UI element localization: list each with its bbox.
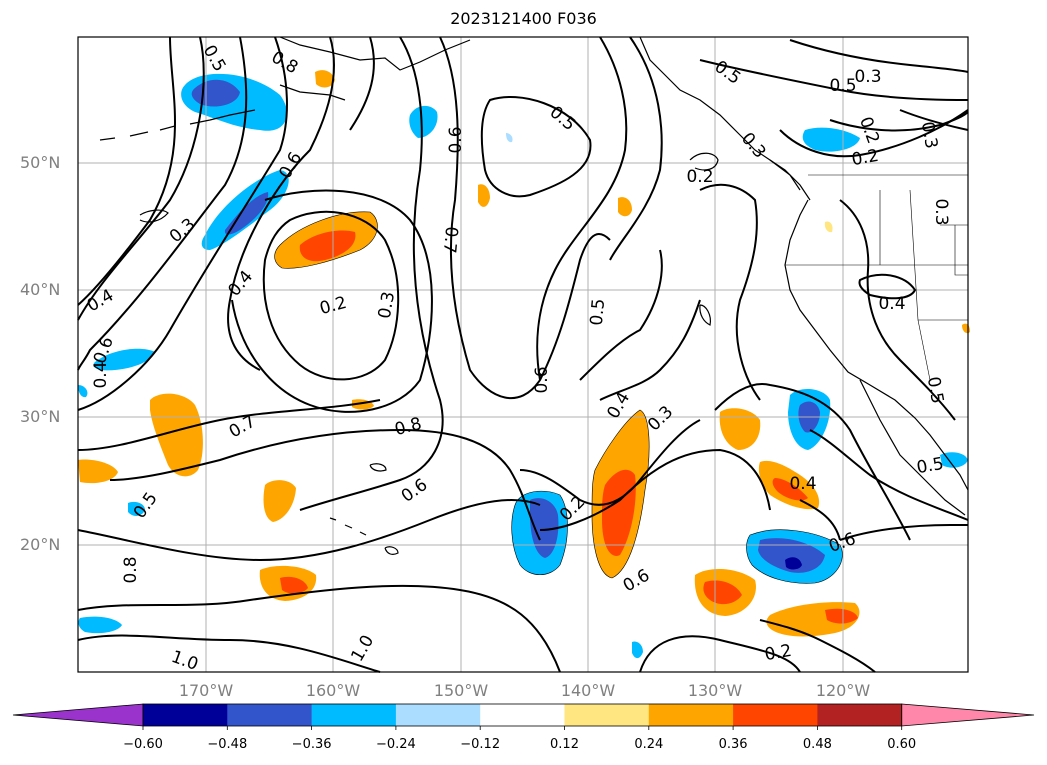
contour-label: 0.4: [224, 267, 257, 301]
contour-label: 0.6: [446, 126, 466, 153]
contour-label: 0.3: [917, 120, 941, 150]
contour-label: 1.0: [169, 647, 201, 675]
contour-label: 0.4: [789, 474, 816, 494]
borders: [785, 174, 968, 381]
map-title: 2023121400 F036: [450, 9, 597, 28]
contour-label: 0.8: [268, 47, 301, 78]
contour-label: 0.6: [532, 366, 552, 393]
colorbar-tick-label: 0.12: [550, 737, 579, 752]
colorbar-segment: [648, 704, 734, 726]
contour-label: 0.5: [130, 489, 162, 523]
lat-label-50n: 50°N: [20, 153, 61, 172]
contour-label: 0.5: [711, 57, 745, 89]
contour-label: 0.6: [826, 529, 858, 557]
contour-label: 0.3: [854, 67, 881, 87]
lat-label-30n: 30°N: [20, 407, 61, 426]
contour-label: 0.2: [686, 167, 713, 187]
colorbar-segment: [395, 704, 481, 726]
contour-label: 0.3: [931, 198, 951, 225]
colorbar-tick-label: 0.36: [718, 737, 748, 752]
lon-label-170w: 170°W: [178, 681, 234, 700]
colorbar: [12, 703, 1035, 730]
colorbar-segment: [733, 704, 818, 726]
colorbar-segment: [227, 704, 313, 726]
contour-label: 0.3: [644, 402, 677, 435]
colorbar-segment: [143, 704, 228, 726]
colorbar-outline: [142, 703, 903, 727]
lon-label-120w: 120°W: [815, 681, 871, 700]
contour-label: 0.8: [393, 414, 424, 440]
lat-label-40n: 40°N: [20, 280, 61, 299]
colorbar-extend-min: [12, 703, 144, 727]
coastlines: [99, 36, 969, 555]
colorbar-tick-label: −0.36: [291, 737, 332, 752]
contour-label: 0.6: [620, 565, 653, 596]
grid-lines: [78, 37, 968, 672]
colorbar-tick-label: −0.24: [375, 737, 416, 752]
map-frame: [77, 36, 969, 673]
contour-label: 0.2: [850, 146, 880, 170]
contour-label: 0.3: [737, 129, 770, 163]
contour-label: 0.7: [226, 411, 259, 442]
colorbar-segment: [564, 704, 650, 726]
colorbar-segment: [817, 704, 903, 726]
colorbar-extend-max: [901, 703, 1035, 727]
shading-outlines: [274, 211, 843, 584]
contour-label: 0.4: [878, 294, 905, 314]
colorbar-tick-label: −0.48: [207, 737, 248, 752]
contour-label: 0.3: [375, 290, 399, 320]
contour-label: 1.0: [347, 632, 378, 665]
colorbar-segment: [311, 704, 397, 726]
colorbar-tick-label: 0.60: [887, 737, 917, 752]
contour-label: 0.3: [166, 214, 200, 247]
contour-label: 0.5: [915, 454, 945, 478]
contour-label: 0.4: [91, 361, 111, 388]
contour-label: 0.8: [121, 556, 141, 583]
lon-label-150w: 150°W: [433, 681, 489, 700]
colorbar-segment: [480, 704, 565, 726]
contour-label: 0.2: [763, 641, 793, 665]
colorbar-tick-label: −0.60: [123, 737, 163, 752]
shaded-fields: [78, 70, 970, 659]
contour-label: 0.2: [855, 114, 883, 146]
contour-label: 0.2: [318, 293, 349, 319]
contour-lines: [77, 36, 969, 673]
lon-label-160w: 160°W: [305, 681, 361, 700]
contour-label: 0.5: [923, 375, 947, 405]
colorbar-tick-label: 0.24: [634, 737, 664, 752]
lat-label-20n: 20°N: [20, 535, 61, 554]
negative-shading: [78, 73, 968, 659]
colorbar-tick-label: −0.12: [460, 737, 501, 752]
positive-shading: [78, 70, 970, 637]
lon-label-130w: 130°W: [687, 681, 743, 700]
colorbar-tick-label: 0.48: [802, 737, 832, 752]
contour-label: 0.7: [439, 226, 461, 255]
contour-label: 0.5: [829, 76, 856, 96]
lon-label-140w: 140°W: [560, 681, 616, 700]
contour-label: 0.5: [546, 102, 580, 135]
contour-label: 0.5: [587, 298, 609, 327]
